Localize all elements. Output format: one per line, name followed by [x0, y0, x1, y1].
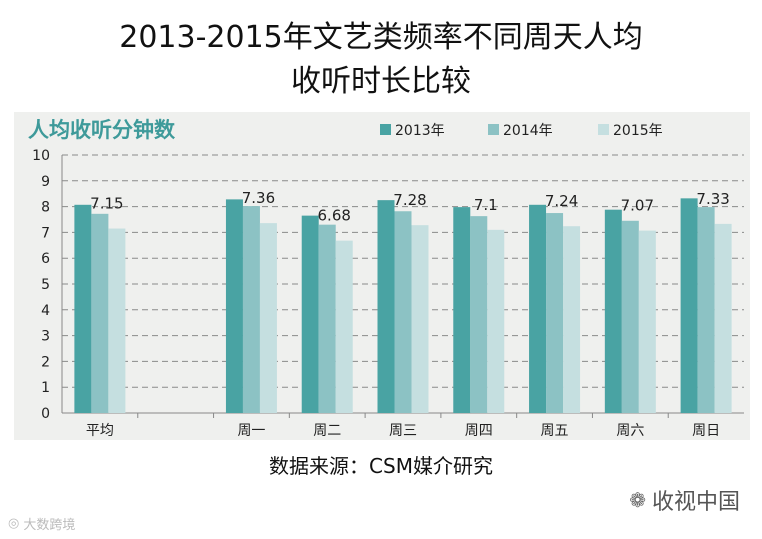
y-tick-label: 0: [41, 406, 50, 422]
bar: [638, 230, 656, 413]
bar: [680, 198, 698, 413]
x-tick-label: 周二: [313, 423, 341, 439]
bar: [108, 228, 126, 413]
x-tick-label: 周一: [237, 423, 265, 439]
bar: [394, 211, 412, 413]
bar: [91, 213, 109, 413]
bar: [225, 199, 243, 413]
data-label: 7.33: [696, 190, 729, 208]
y-tick-label: 4: [41, 303, 50, 319]
bar: [621, 220, 639, 413]
data-label: 7.1: [474, 196, 498, 214]
bar: [259, 223, 277, 413]
watermark-right: ❁ 收视中国: [629, 484, 740, 516]
legend-swatch: [488, 124, 499, 135]
bar: [563, 226, 581, 413]
y-tick-label: 1: [41, 380, 50, 396]
bar: [301, 215, 319, 413]
x-tick-label: 周日: [692, 423, 720, 439]
y-tick-label: 10: [32, 148, 50, 164]
legend-label: 2014年: [503, 123, 553, 139]
data-label: 7.36: [242, 189, 275, 207]
bar: [470, 216, 488, 413]
watermark-left-text: 大数跨境: [23, 518, 76, 533]
page-title-line-1: 2013-2015年文艺类频率不同周天人均: [119, 20, 643, 55]
data-label: 7.15: [90, 195, 123, 213]
bar: [529, 204, 547, 413]
bar: [714, 223, 732, 413]
x-tick-label: 周四: [465, 423, 493, 439]
bar: [697, 207, 715, 413]
legend-swatch: [380, 124, 391, 135]
data-label: 7.28: [393, 191, 426, 209]
x-tick-label: 平均: [86, 423, 114, 439]
data-label: 7.24: [545, 192, 578, 210]
data-label: 6.68: [318, 207, 351, 225]
y-tick-label: 5: [41, 277, 50, 293]
bar: [604, 209, 622, 413]
legend-label: 2015年: [613, 123, 663, 139]
y-tick-label: 7: [41, 225, 50, 241]
bar: [453, 207, 471, 413]
watermark-left: ◎ 大数跨境: [8, 514, 75, 533]
y-tick-label: 2: [41, 354, 50, 370]
bar: [377, 200, 395, 413]
bar: [546, 213, 564, 413]
y-tick-label: 6: [41, 251, 50, 267]
logo-icon: ◎: [8, 516, 20, 531]
bar: [242, 206, 260, 413]
wechat-icon: ❁: [629, 488, 646, 512]
legend-swatch: [598, 124, 609, 135]
watermark-right-text: 收视中国: [651, 490, 740, 515]
chart-title: 人均收听分钟数: [28, 118, 176, 142]
y-tick-label: 8: [41, 200, 50, 216]
bar: [335, 240, 353, 413]
y-tick-label: 3: [41, 329, 50, 345]
bar: [318, 224, 336, 413]
legend-label: 2013年: [395, 123, 445, 139]
data-label: 7.07: [621, 197, 654, 215]
y-tick-label: 9: [41, 174, 50, 190]
page-title-line-2: 收听时长比较: [291, 64, 471, 99]
bar: [74, 204, 92, 413]
data-source-note: 数据来源：CSM媒介研究: [269, 454, 493, 478]
x-tick-label: 周五: [541, 423, 569, 439]
bar: [411, 225, 429, 413]
x-tick-label: 周三: [389, 423, 417, 439]
x-tick-label: 周六: [616, 423, 644, 439]
bar: [487, 229, 505, 413]
